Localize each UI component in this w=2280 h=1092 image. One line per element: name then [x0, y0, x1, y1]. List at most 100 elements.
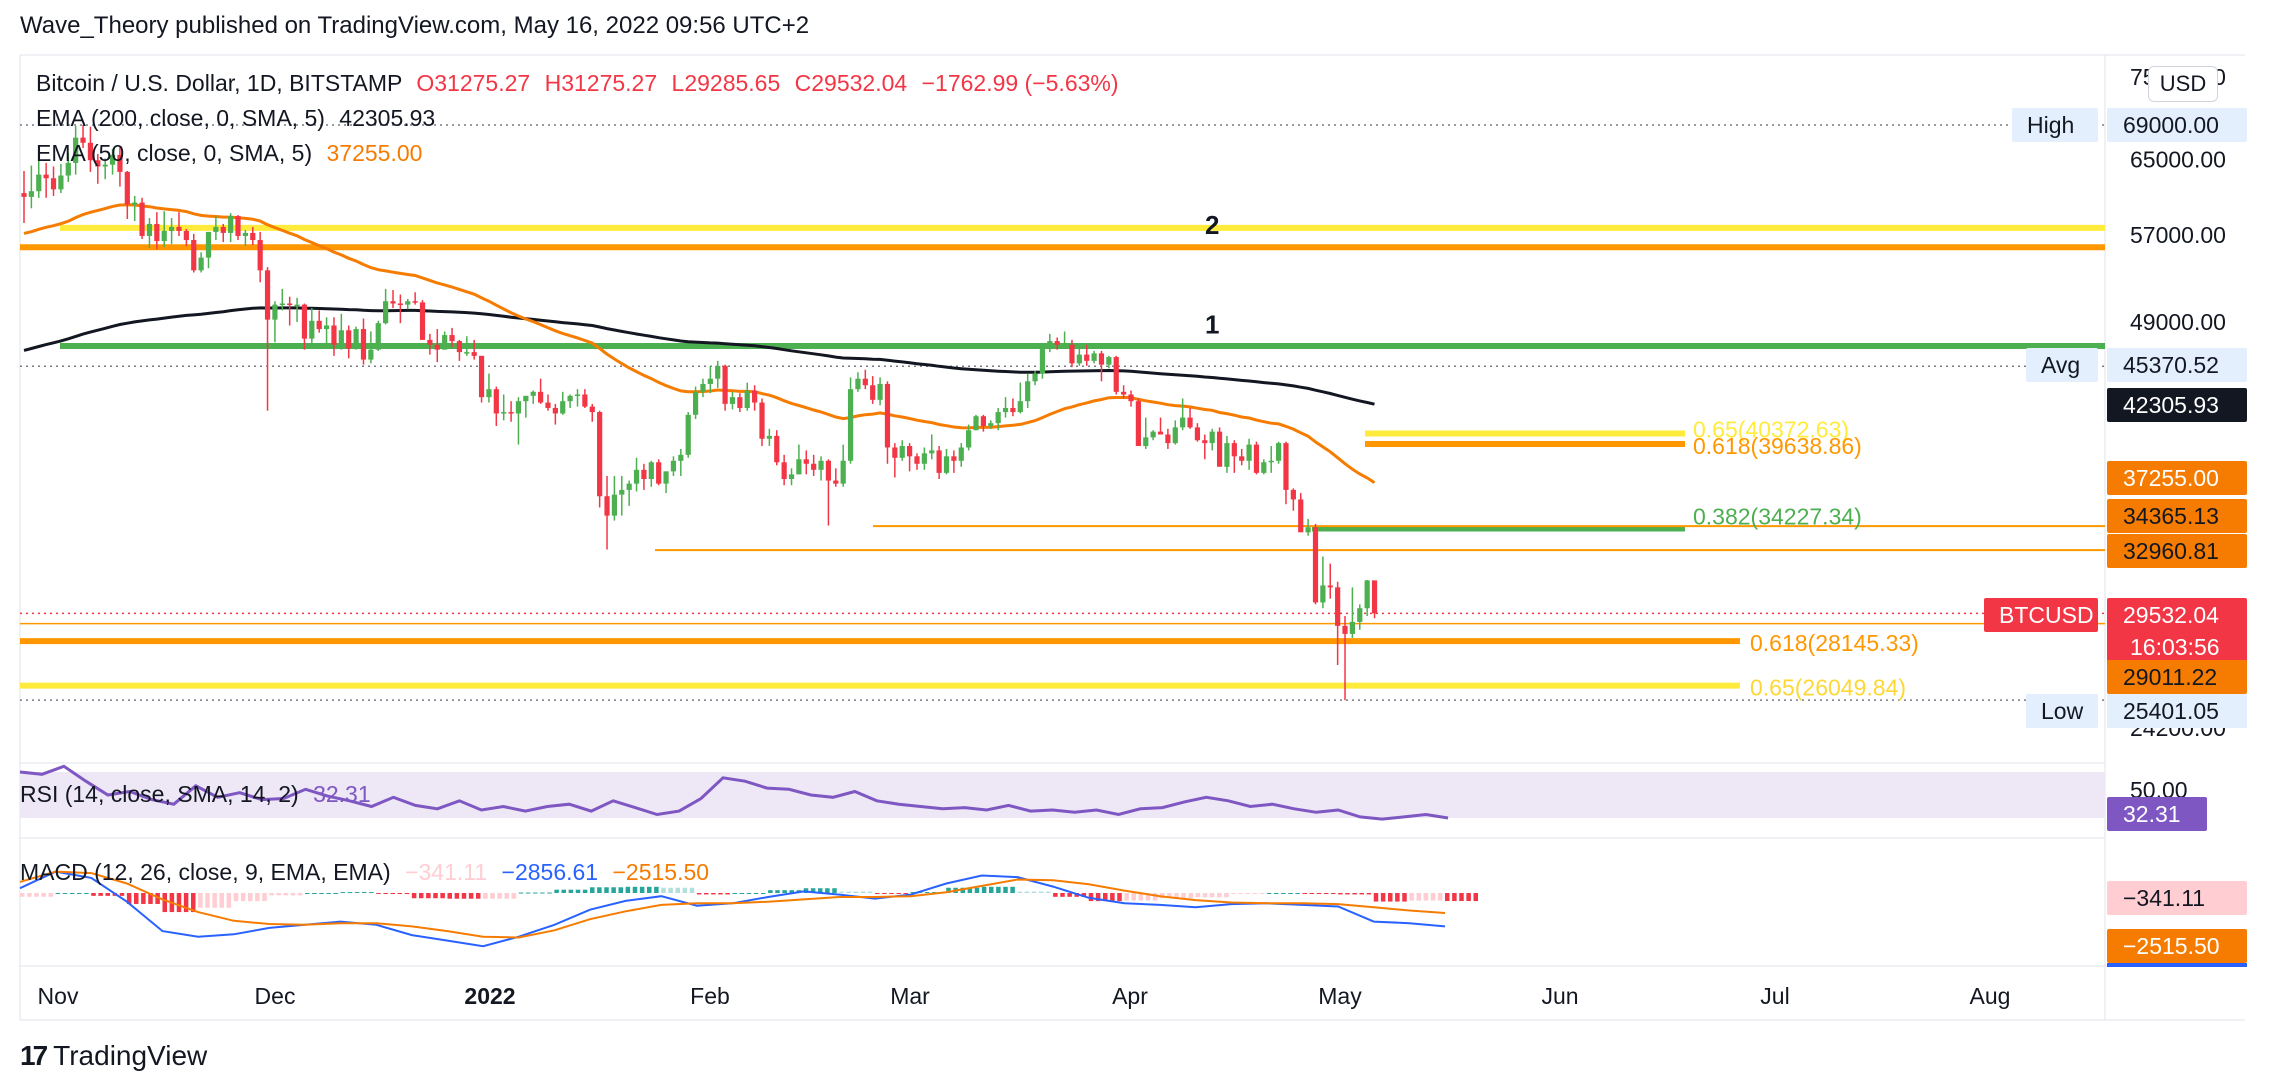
candle-body	[139, 202, 145, 236]
candle-body	[1209, 431, 1215, 444]
candle-body	[574, 394, 581, 396]
candle-body	[921, 453, 927, 464]
candle-body	[707, 378, 713, 384]
macd-hist-bar	[575, 889, 581, 893]
rsi-value-label-bg	[2107, 797, 2207, 831]
rsi-line	[19, 764, 1449, 821]
candle-body	[478, 355, 485, 398]
candle-body	[1253, 444, 1260, 473]
candle-body	[781, 462, 787, 480]
candle-body	[456, 341, 463, 353]
macd-hist-bar	[1288, 893, 1293, 894]
macd-hist-bar	[1331, 893, 1336, 894]
candle-body	[1054, 341, 1060, 345]
candle-body	[493, 389, 499, 414]
y-tick-label: 49000.00	[2130, 309, 2226, 335]
candle-body	[294, 304, 300, 307]
candle-body	[552, 407, 558, 414]
macd-hist-bar	[305, 893, 310, 894]
rsi-legend: RSI (14, close, SMA, 14, 2) 32.31	[20, 781, 371, 808]
macd-hist-bar	[276, 893, 281, 896]
macd-hist-bar	[547, 892, 552, 894]
candle-body	[847, 389, 854, 461]
wave-label-2: 2	[1205, 210, 1219, 240]
macd-hist-bar	[1338, 893, 1343, 895]
candle-body	[287, 303, 293, 305]
price-label-ema200-bg	[2107, 388, 2247, 422]
macd-hist-bar	[426, 893, 431, 899]
candle-body	[50, 178, 57, 190]
macd-hist-bar	[1388, 893, 1393, 902]
rsi-label: RSI (14, close, SMA, 14, 2)	[20, 781, 299, 807]
price-label-btcusd-bg	[2107, 598, 2247, 662]
macd-hist-bar	[198, 893, 203, 908]
macd-hist-bar	[141, 893, 146, 904]
macd-hist-bar	[233, 893, 239, 902]
tradingview-logo-text: TradingView	[53, 1040, 208, 1071]
x-tick-label: Jun	[1541, 983, 1578, 1009]
macd-hist-bar	[775, 890, 780, 893]
macd-hist-bar	[568, 889, 574, 893]
macd-hist-bar	[248, 893, 253, 902]
macd-hist-bar	[290, 893, 296, 896]
candle-body	[1121, 391, 1127, 395]
open-value: O31275.27	[416, 70, 531, 96]
candle-body	[213, 226, 219, 232]
currency-button[interactable]: USD	[2148, 66, 2218, 102]
macd-signal-line	[19, 870, 1446, 939]
macd-hist-bar	[34, 893, 39, 897]
fib-065-lower-label: 0.65(26049.84)	[1750, 675, 1906, 701]
candle-body	[1069, 344, 1075, 364]
macd-hist-bar	[1124, 893, 1129, 901]
ema200-label: EMA (200, close, 0, SMA, 5)	[36, 105, 325, 131]
macd-hist-bar	[1459, 893, 1464, 902]
candle-body	[1084, 354, 1090, 361]
candle-body	[744, 390, 750, 408]
macd-hist-bar	[718, 893, 723, 895]
macd-hist-bar	[1323, 893, 1329, 894]
macd-hist-bar	[1031, 891, 1037, 893]
macd-hist-bar	[882, 893, 887, 894]
candle-body	[729, 397, 736, 404]
candle-body	[176, 226, 182, 231]
macd-hist-bar	[1380, 893, 1386, 902]
candle-body	[567, 395, 573, 402]
macd-hist-bar	[504, 893, 509, 899]
candle-body	[87, 142, 94, 161]
macd-hist-bar	[1188, 893, 1193, 899]
candle-body	[80, 137, 86, 143]
macd-hist-bar	[255, 893, 260, 902]
macd-hist-bar	[853, 891, 859, 893]
candle-body	[1357, 608, 1363, 622]
candle-body	[1246, 444, 1252, 461]
macd-hist-bar	[126, 893, 132, 904]
macd-hist-bar	[1281, 893, 1286, 894]
macd-hist-bar	[753, 893, 759, 894]
macd-hist-bar	[1003, 886, 1008, 893]
macd-hist-bar	[440, 893, 445, 899]
candle-body	[811, 463, 817, 470]
macd-hist-bar	[1245, 893, 1250, 894]
candle-body	[486, 389, 492, 398]
macd-hist-bar	[1252, 893, 1258, 894]
macd-hist-bar	[419, 893, 424, 899]
candle-body	[257, 240, 263, 271]
wave-label-1: 1	[1205, 310, 1219, 340]
candle-body	[1032, 373, 1038, 382]
candle-body	[146, 223, 153, 236]
macd-hist-bar	[1409, 893, 1414, 901]
candle-body	[427, 339, 433, 345]
candle-body	[626, 483, 632, 490]
candle-body	[648, 462, 654, 480]
rsi-value: 32.31	[313, 781, 371, 807]
macd-hist-bar	[1095, 893, 1101, 902]
macd-hist-bar	[1017, 891, 1022, 893]
candle-body	[929, 450, 935, 454]
macd-hist-bar	[1103, 893, 1108, 902]
macd-hist-bar	[105, 893, 110, 896]
price-label-low-bg	[2107, 694, 2247, 728]
candle-body	[272, 304, 278, 320]
macd-hist-bar	[525, 892, 531, 894]
candle-body	[1076, 354, 1082, 364]
